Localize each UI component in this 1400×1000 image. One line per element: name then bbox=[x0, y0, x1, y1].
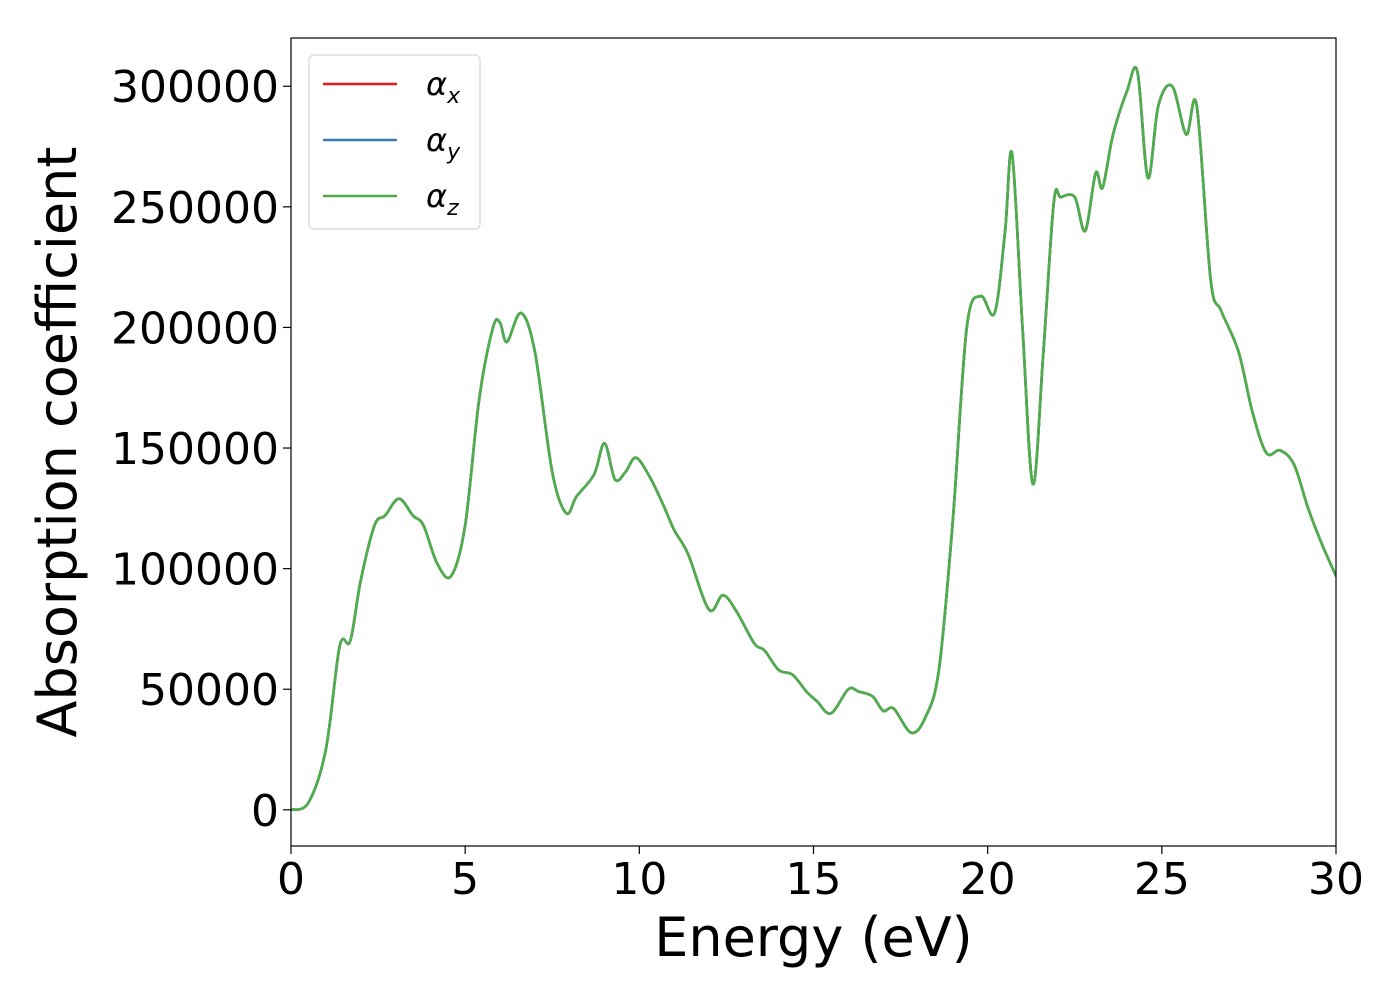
y-tick-label: 250000 bbox=[111, 183, 279, 234]
x-tick-label: 15 bbox=[786, 854, 842, 905]
x-tick-label: 20 bbox=[960, 854, 1016, 905]
x-tick-label: 0 bbox=[277, 854, 305, 905]
legend-entry-z: αz bbox=[426, 177, 459, 221]
y-axis-ticks: 0 50000 100000 150000 200000 250000 300000 bbox=[111, 62, 291, 837]
y-tick-label: 300000 bbox=[111, 62, 279, 113]
y-tick-label: 150000 bbox=[111, 424, 279, 475]
y-tick-label: 200000 bbox=[111, 303, 279, 354]
y-tick-label: 50000 bbox=[139, 665, 279, 716]
legend-entry-y: αy bbox=[426, 121, 461, 165]
y-axis-label: Absorption coefficient bbox=[26, 147, 89, 738]
y-tick-label: 0 bbox=[251, 786, 279, 837]
x-tick-label: 25 bbox=[1134, 854, 1190, 905]
y-tick-label: 100000 bbox=[111, 545, 279, 596]
x-tick-label: 5 bbox=[451, 854, 479, 905]
legend-box bbox=[308, 54, 481, 230]
x-tick-label: 10 bbox=[611, 854, 667, 905]
x-axis-ticks: 0 5 10 15 20 25 30 bbox=[277, 846, 1364, 905]
legend-entry-x: αx bbox=[426, 65, 461, 109]
x-axis-label: Energy (eV) bbox=[654, 906, 973, 969]
x-tick-label: 30 bbox=[1308, 854, 1364, 905]
legend: αx αy αz bbox=[308, 54, 481, 230]
series-layer bbox=[291, 65, 1336, 812]
series-line-z bbox=[291, 65, 1336, 812]
